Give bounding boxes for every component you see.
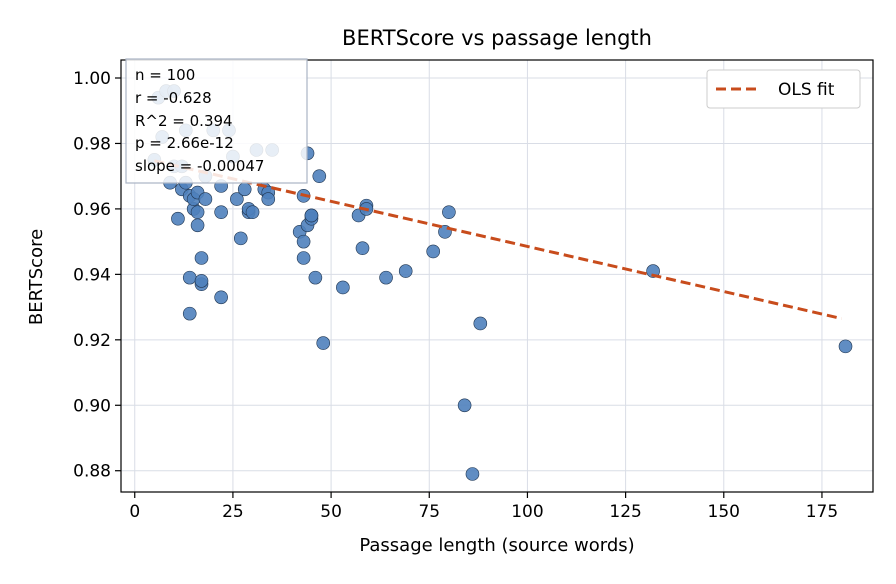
y-tick-label: 0.94	[73, 265, 111, 285]
x-tick-label: 175	[806, 502, 838, 522]
y-tick-label: 0.90	[73, 396, 111, 416]
data-point	[457, 398, 472, 413]
data-point	[304, 208, 319, 223]
legend-frame	[706, 69, 861, 109]
x-tick-label: 75	[418, 502, 440, 522]
y-axis-label: BERTScore	[26, 229, 47, 325]
data-point	[473, 316, 488, 331]
data-point	[442, 205, 456, 219]
data-point	[312, 169, 327, 183]
stats-box: n = 100 r = -0.628 R^2 = 0.394 p = 2.66e…	[125, 58, 308, 184]
data-point	[230, 192, 244, 206]
data-point	[398, 264, 413, 278]
stats-r: r = -0.628	[135, 89, 212, 107]
y-tick-label: 0.98	[73, 134, 111, 154]
stats-box-frame	[125, 58, 308, 184]
axis-ticks: 0 25 50 75 100 125 150 175 0.88 0.90 0.92 0.94 0.96 0…	[73, 69, 838, 522]
x-tick-label: 25	[222, 502, 244, 522]
chart-title: BERTScore vs passage length	[342, 26, 652, 50]
data-point	[190, 205, 205, 219]
data-point	[426, 244, 440, 259]
y-tick-label: 0.96	[73, 200, 111, 220]
data-point	[379, 270, 393, 285]
x-tick-label: 0	[129, 502, 140, 522]
data-point	[355, 241, 370, 255]
data-point	[171, 211, 185, 226]
data-point	[838, 339, 853, 354]
data-point	[316, 336, 331, 350]
x-tick-label: 100	[511, 502, 543, 522]
grid	[121, 60, 873, 492]
data-point	[182, 270, 197, 285]
data-point	[646, 264, 660, 278]
fit-line-layer	[154, 159, 842, 321]
stats-slope: slope = -0.00047	[135, 157, 264, 175]
x-tick-label: 150	[708, 502, 740, 522]
x-tick-label: 50	[320, 502, 342, 522]
data-point	[336, 280, 350, 295]
y-tick-label: 1.00	[73, 69, 111, 89]
data-point	[214, 290, 228, 305]
data-point	[198, 192, 213, 206]
legend: OLS fit	[706, 69, 861, 109]
data-point	[296, 234, 311, 249]
x-tick-label: 125	[609, 502, 641, 522]
ols-fit-line	[154, 159, 842, 321]
data-point	[465, 467, 480, 481]
x-axis-label: Passage length (source words)	[359, 535, 634, 556]
data-point	[194, 274, 209, 288]
y-tick-label: 0.92	[73, 331, 111, 351]
data-point	[245, 205, 260, 219]
y-tick-label: 0.88	[73, 462, 111, 482]
data-point	[237, 182, 252, 197]
legend-fit-label: OLS fit	[778, 80, 835, 100]
stats-n: n = 100	[135, 66, 195, 84]
data-point	[194, 251, 209, 265]
data-point	[182, 306, 197, 321]
plot-frame	[120, 59, 874, 493]
data-point	[190, 218, 205, 233]
data-point	[296, 251, 311, 265]
stats-p: p = 2.66e-12	[135, 134, 234, 152]
data-point	[214, 205, 228, 219]
data-point	[233, 231, 248, 246]
data-point	[261, 192, 276, 206]
stats-r2: R^2 = 0.394	[135, 112, 233, 130]
data-point	[308, 270, 323, 285]
